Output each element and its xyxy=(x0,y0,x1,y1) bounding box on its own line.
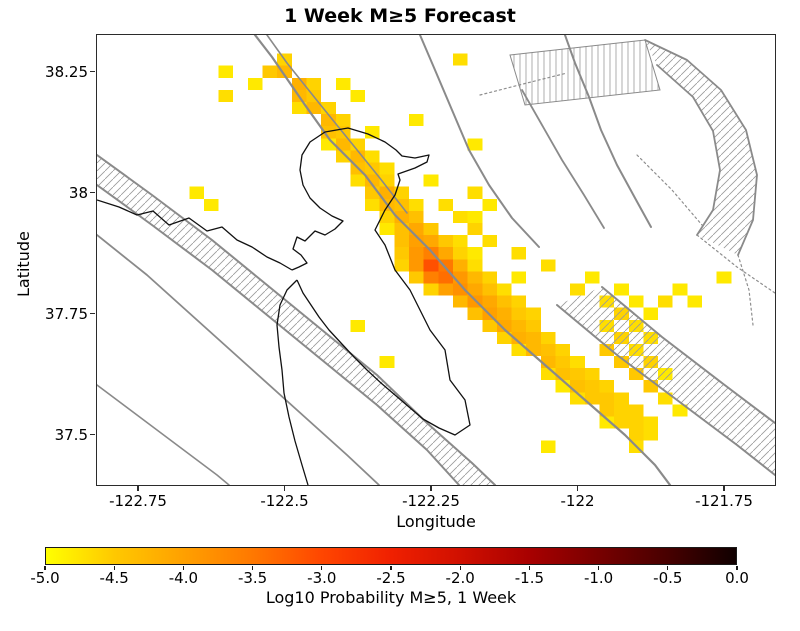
y-tick-label: 37.75 xyxy=(45,304,88,323)
fault-line xyxy=(696,234,775,294)
fault-line xyxy=(97,154,496,485)
page-title: 1 Week M≥5 Forecast xyxy=(284,5,516,27)
colorbar-tick-mark xyxy=(113,566,115,570)
colorbar-tick-label: -0.5 xyxy=(653,569,683,587)
x-tick-mark xyxy=(430,486,432,491)
y-axis-label: Latitude xyxy=(14,231,33,297)
colorbar-tick-mark xyxy=(182,566,184,570)
x-tick-mark xyxy=(137,486,139,491)
y-tick-mark xyxy=(90,313,95,315)
x-tick-label: -122.5 xyxy=(260,492,309,510)
fault-line xyxy=(266,35,408,214)
fault-line xyxy=(97,384,230,485)
colorbar-tick-mark xyxy=(44,566,46,570)
fault-line xyxy=(644,39,758,256)
x-tick-label: -122.75 xyxy=(109,492,167,510)
colorbar-tick-mark xyxy=(736,566,738,570)
coastline xyxy=(276,279,309,485)
coastline xyxy=(97,199,293,271)
fault-zone-band xyxy=(509,39,661,106)
colorbar-tick-mark xyxy=(598,566,600,570)
colorbar-tick-label: -4.0 xyxy=(168,569,199,587)
fault-line xyxy=(419,35,540,248)
x-tick-label: -122.25 xyxy=(402,492,460,510)
fault-line xyxy=(556,304,775,476)
colorbar-tick-label: -5.0 xyxy=(30,569,60,587)
fault-zone-band xyxy=(97,155,495,485)
x-axis-label: Longitude xyxy=(396,512,476,531)
colorbar-tick-mark xyxy=(390,566,392,570)
colorbar-tick-mark xyxy=(528,566,530,570)
fault-line xyxy=(636,154,703,226)
colorbar-gradient xyxy=(45,547,737,565)
colorbar-tick-label: -2.0 xyxy=(445,569,475,587)
fault-line xyxy=(253,35,672,485)
colorbar xyxy=(45,547,737,617)
colorbar-tick-label: -1.0 xyxy=(583,569,614,587)
fault-line xyxy=(97,184,460,485)
fault-line xyxy=(97,234,380,485)
colorbar-tick-mark xyxy=(667,566,669,570)
y-tick-mark xyxy=(90,434,95,436)
colorbar-tick-label: -2.5 xyxy=(376,569,406,587)
y-tick-label: 38.25 xyxy=(45,62,88,81)
fault-line xyxy=(521,89,605,229)
fault-line xyxy=(564,35,652,228)
colorbar-tick-label: -3.5 xyxy=(237,569,268,587)
fault-line xyxy=(479,72,568,96)
fault-line xyxy=(601,286,775,424)
colorbar-tick-label: -4.5 xyxy=(99,569,129,587)
coastline xyxy=(291,127,471,436)
colorbar-tick-label: -1.5 xyxy=(514,569,545,587)
x-tick-mark xyxy=(576,486,579,491)
y-tick-label: 38 xyxy=(68,183,88,202)
colorbar-tick-label: 0.0 xyxy=(725,569,749,587)
colorbar-label: Log10 Probability M≥5, 1 Week xyxy=(265,588,517,607)
fault-zone-band xyxy=(645,40,757,255)
colorbar-tick-mark xyxy=(252,566,254,570)
colorbar-tick-mark xyxy=(459,566,461,570)
map-plot-area xyxy=(96,34,776,486)
colorbar-tick-mark xyxy=(321,566,323,570)
x-tick-label: -122 xyxy=(560,492,595,510)
x-tick-label: -121.75 xyxy=(695,492,753,510)
fault-zone-band xyxy=(557,287,775,475)
fault-line xyxy=(737,254,754,326)
map-canvas xyxy=(97,35,775,485)
x-tick-mark xyxy=(723,486,725,491)
y-tick-mark xyxy=(90,71,95,73)
colorbar-tick-label: -3.0 xyxy=(307,569,337,587)
x-tick-mark xyxy=(283,486,286,491)
fault-line xyxy=(656,64,721,236)
y-tick-label: 37.5 xyxy=(54,425,88,444)
y-tick-mark xyxy=(90,192,95,194)
